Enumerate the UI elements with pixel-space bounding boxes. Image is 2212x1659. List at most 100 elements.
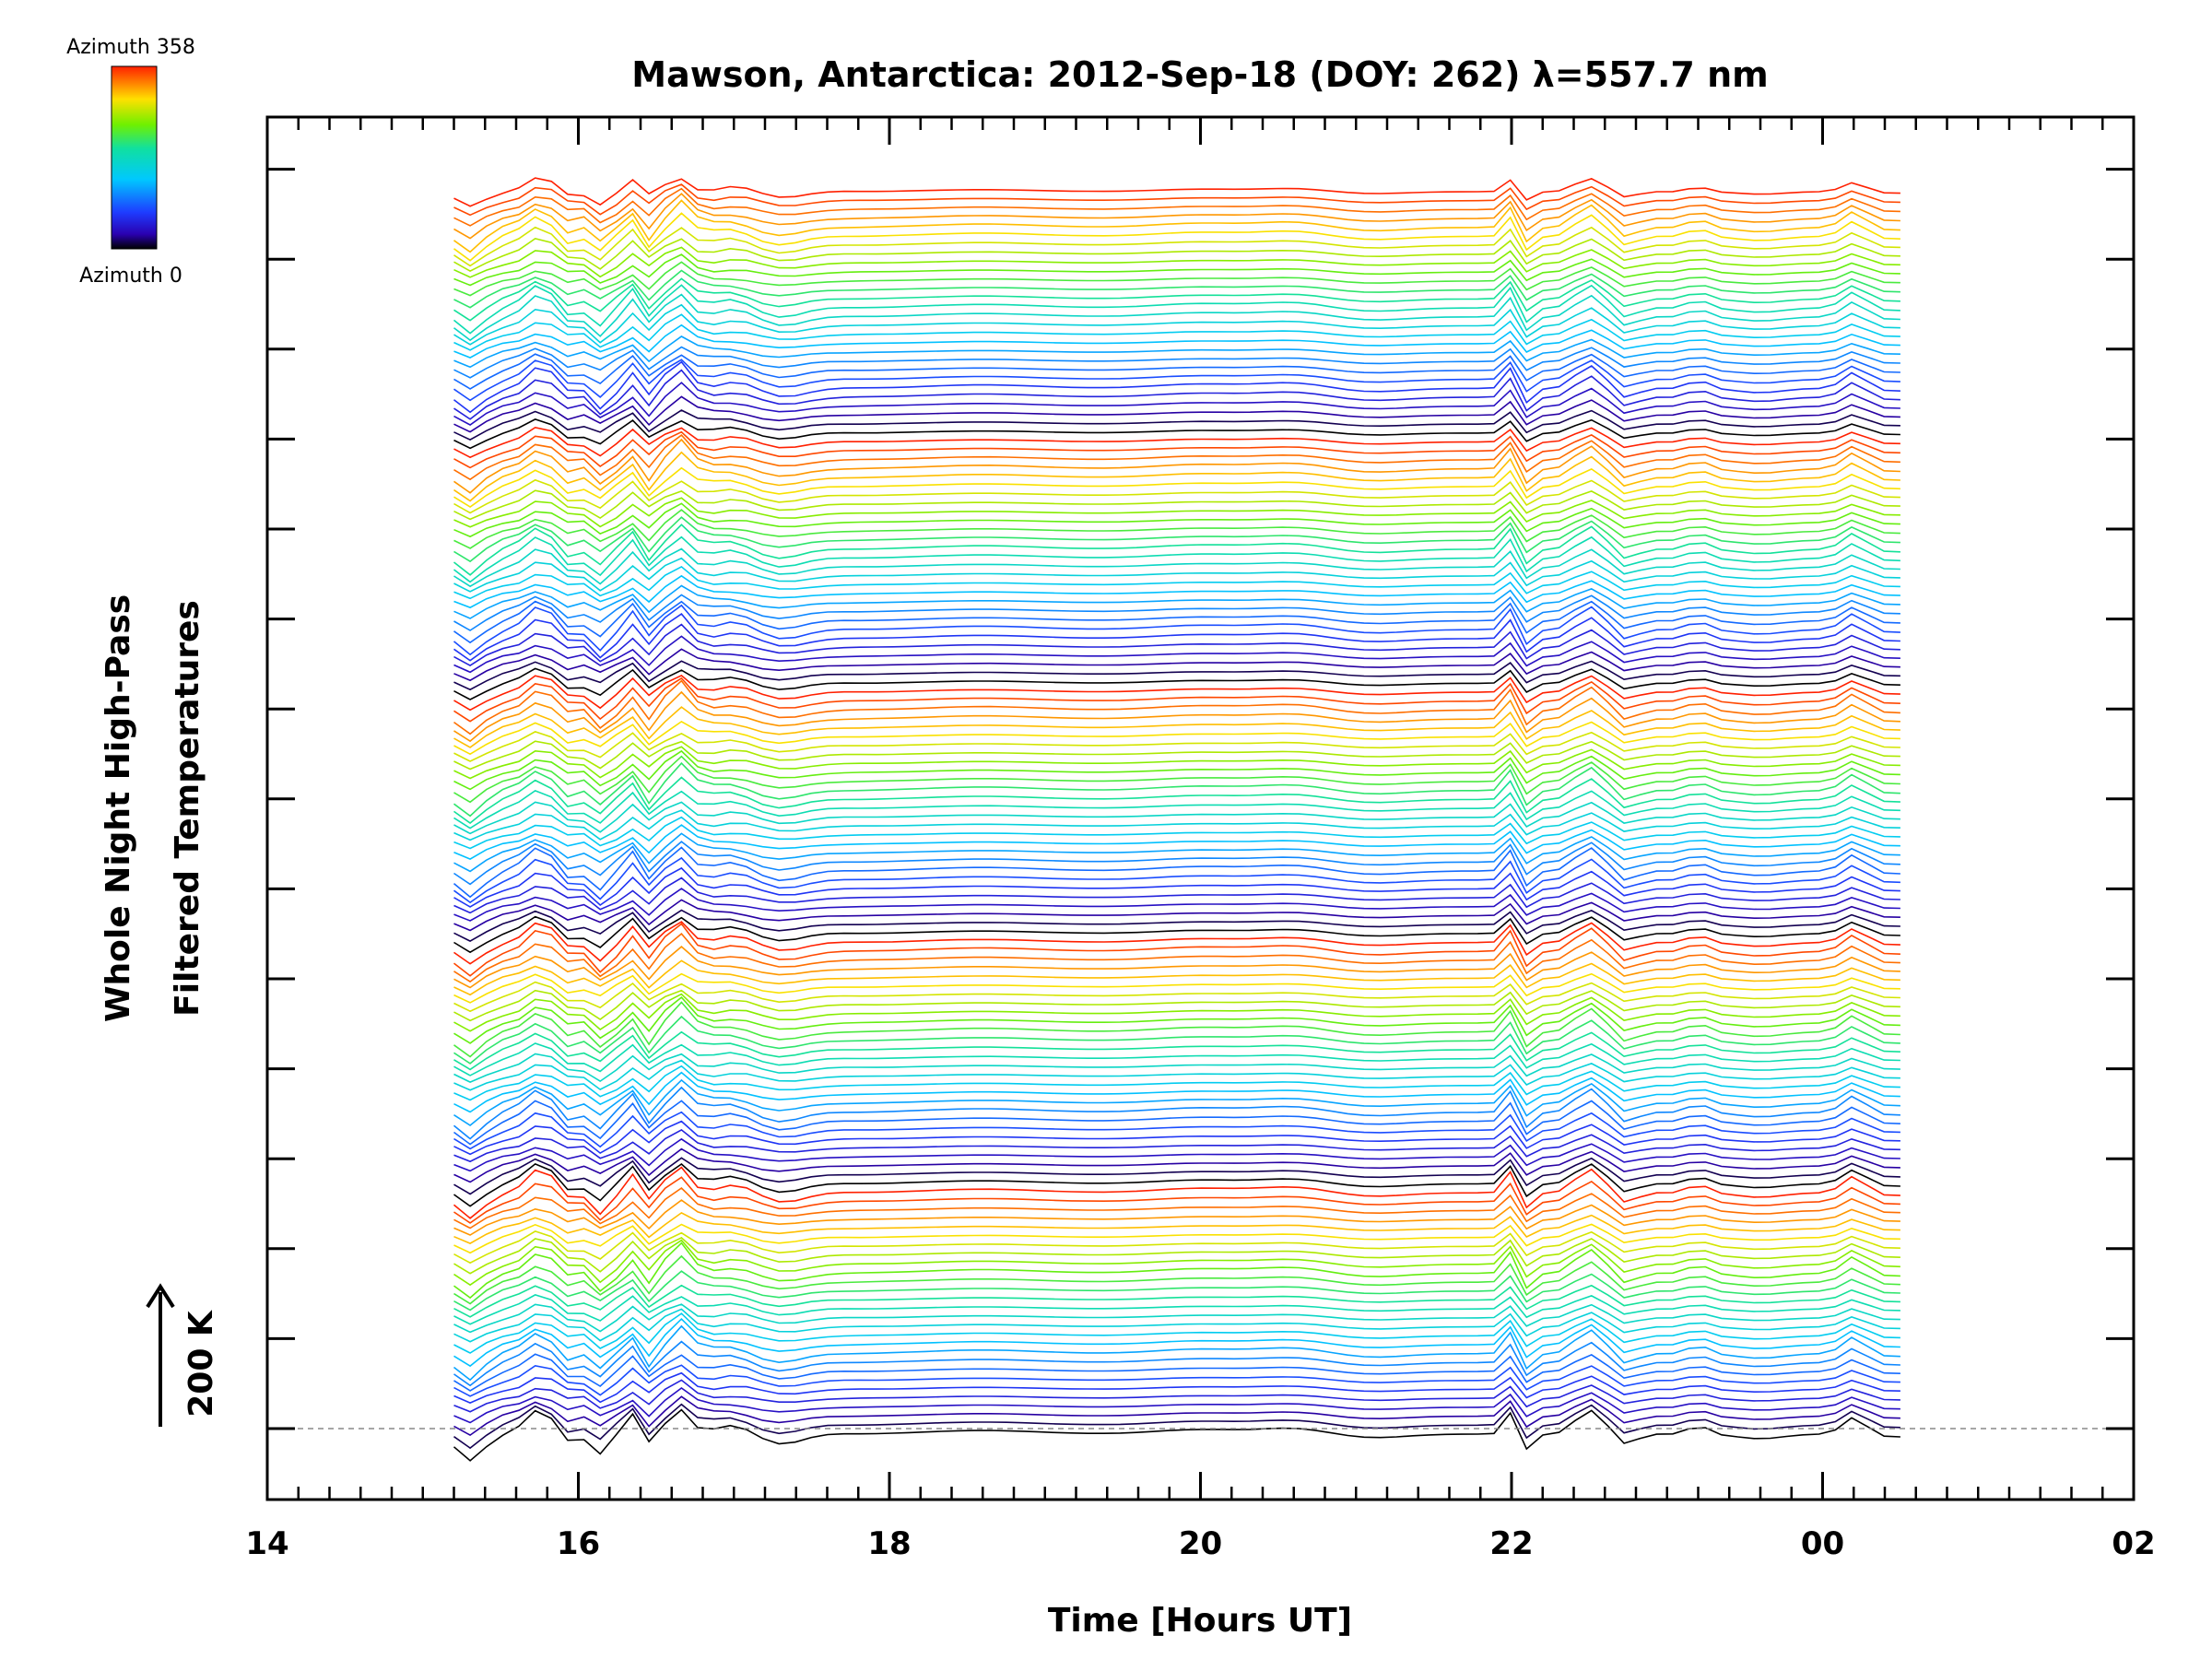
- temperature-trace: [453, 706, 1900, 748]
- temperature-trace: [453, 674, 1900, 712]
- temperature-trace: [453, 989, 1900, 1022]
- temperature-trace: [453, 1395, 1900, 1437]
- temperature-trace: [453, 269, 1900, 309]
- scale-bar-label: 200 K: [182, 1310, 220, 1418]
- temperature-trace: [453, 1230, 1900, 1265]
- x-tick-label: 22: [1489, 1525, 1533, 1562]
- temperature-trace: [453, 409, 1900, 441]
- temperature-trace: [453, 430, 1900, 469]
- temperature-trace: [453, 1211, 1900, 1244]
- temperature-trace: [453, 438, 1900, 494]
- temperature-trace: [453, 1147, 1900, 1183]
- x-tick-label: 20: [1179, 1525, 1222, 1562]
- temperature-trace: [453, 677, 1900, 723]
- temperature-trace: [453, 1371, 1900, 1404]
- temperature-trace: [453, 801, 1900, 835]
- temperature-trace: [453, 547, 1900, 588]
- temperature-trace: [453, 313, 1900, 351]
- temperature-trace: [453, 277, 1900, 322]
- chart-title: Mawson, Antarctica: 2012-Sep-18 (DOY: 26…: [631, 54, 1768, 95]
- temperature-trace: [453, 996, 1900, 1044]
- temperature-trace: [453, 667, 1900, 700]
- temperature-trace: [453, 509, 1900, 549]
- x-tick-label: 02: [2112, 1525, 2155, 1562]
- temperature-trace: [453, 574, 1900, 609]
- temperature-trace: [453, 1408, 1900, 1462]
- temperature-trace: [453, 915, 1900, 954]
- temperature-trace: [453, 1312, 1900, 1354]
- temperature-trace: [453, 434, 1900, 481]
- temperature-trace: [453, 1186, 1900, 1230]
- temperature-trace: [453, 418, 1900, 450]
- temperature-trace: [453, 731, 1900, 762]
- temperature-trace: [453, 353, 1900, 390]
- temperature-trace: [453, 1236, 1900, 1275]
- y-axis-label-line2: Filtered Temperatures: [169, 600, 206, 1017]
- temperature-trace: [453, 1324, 1900, 1382]
- temperature-trace: [453, 600, 1900, 644]
- temperature-trace: [453, 1001, 1900, 1058]
- temperature-trace: [453, 193, 1900, 240]
- colorbar-gradient: [111, 65, 158, 250]
- temperature-trace: [453, 303, 1900, 346]
- temperature-trace: [453, 1239, 1900, 1287]
- temperature-trace: [453, 888, 1900, 922]
- scale-bar: 200 K: [146, 1283, 220, 1427]
- scale-bar-arrow-head: [146, 1283, 175, 1309]
- temperature-trace: [453, 1128, 1900, 1163]
- temperature-trace: [453, 284, 1900, 335]
- temperature-trace: [453, 1403, 1900, 1450]
- temperature-trace: [453, 502, 1900, 538]
- temperature-trace: [453, 524, 1900, 576]
- temperature-trace: [453, 1162, 1900, 1207]
- temperature-trace: [453, 293, 1900, 342]
- temperature-trace: [453, 1176, 1900, 1224]
- temperature-trace: [453, 1254, 1900, 1305]
- temperature-trace: [453, 1270, 1900, 1312]
- temperature-trace: [453, 981, 1900, 1013]
- temperature-trace: [453, 832, 1900, 873]
- temperature-trace: [453, 749, 1900, 791]
- temperature-trace: [453, 613, 1900, 662]
- temperature-trace: [453, 761, 1900, 818]
- temperature-trace: [453, 489, 1900, 521]
- temperature-trace: [453, 1071, 1900, 1113]
- temperature-trace: [453, 1030, 1900, 1071]
- temperature-trace: [453, 841, 1900, 886]
- temperature-trace: [453, 478, 1900, 514]
- temperature-trace: [453, 451, 1900, 502]
- temperature-trace: [453, 497, 1900, 528]
- temperature-trace: [453, 604, 1900, 656]
- temperature-trace: [453, 877, 1900, 914]
- temperature-trace: [453, 199, 1900, 253]
- x-tick-label: 16: [557, 1525, 600, 1562]
- temperature-trace: [453, 466, 1900, 508]
- temperature-trace: [453, 1086, 1900, 1140]
- temperature-trace: [453, 594, 1900, 631]
- x-tick-labels: 14 16 18 20 22 00 02: [245, 1525, 2155, 1562]
- temperature-trace: [453, 253, 1900, 287]
- temperature-trace: [453, 846, 1900, 899]
- temperature-trace: [453, 1199, 1900, 1236]
- temperature-trace: [453, 909, 1900, 943]
- temperature-trace: [453, 1137, 1900, 1172]
- temperature-trace: [453, 226, 1900, 267]
- colorbar-max-label: Azimuth 358: [66, 36, 195, 59]
- temperature-trace: [453, 679, 1900, 735]
- temperature-trace: [453, 1364, 1900, 1397]
- temperature-trace: [453, 1241, 1900, 1300]
- temperature-trace: [453, 755, 1900, 804]
- temperature-trace: [453, 946, 1900, 989]
- temperature-trace: [453, 1053, 1900, 1083]
- temperature-trace: [453, 212, 1900, 262]
- temperature-trace: [453, 261, 1900, 297]
- colorbar: Azimuth 358 Azimuth 0: [66, 36, 195, 288]
- temperature-trace: [453, 660, 1900, 691]
- temperature-trace: [453, 972, 1900, 1004]
- temperature-trace: [453, 856, 1900, 904]
- temperature-trace: [453, 1308, 1900, 1343]
- temperature-trace: [453, 584, 1900, 619]
- temperature-trace: [453, 746, 1900, 780]
- temperature-trace: [453, 1223, 1900, 1254]
- temperature-trace: [453, 1294, 1900, 1325]
